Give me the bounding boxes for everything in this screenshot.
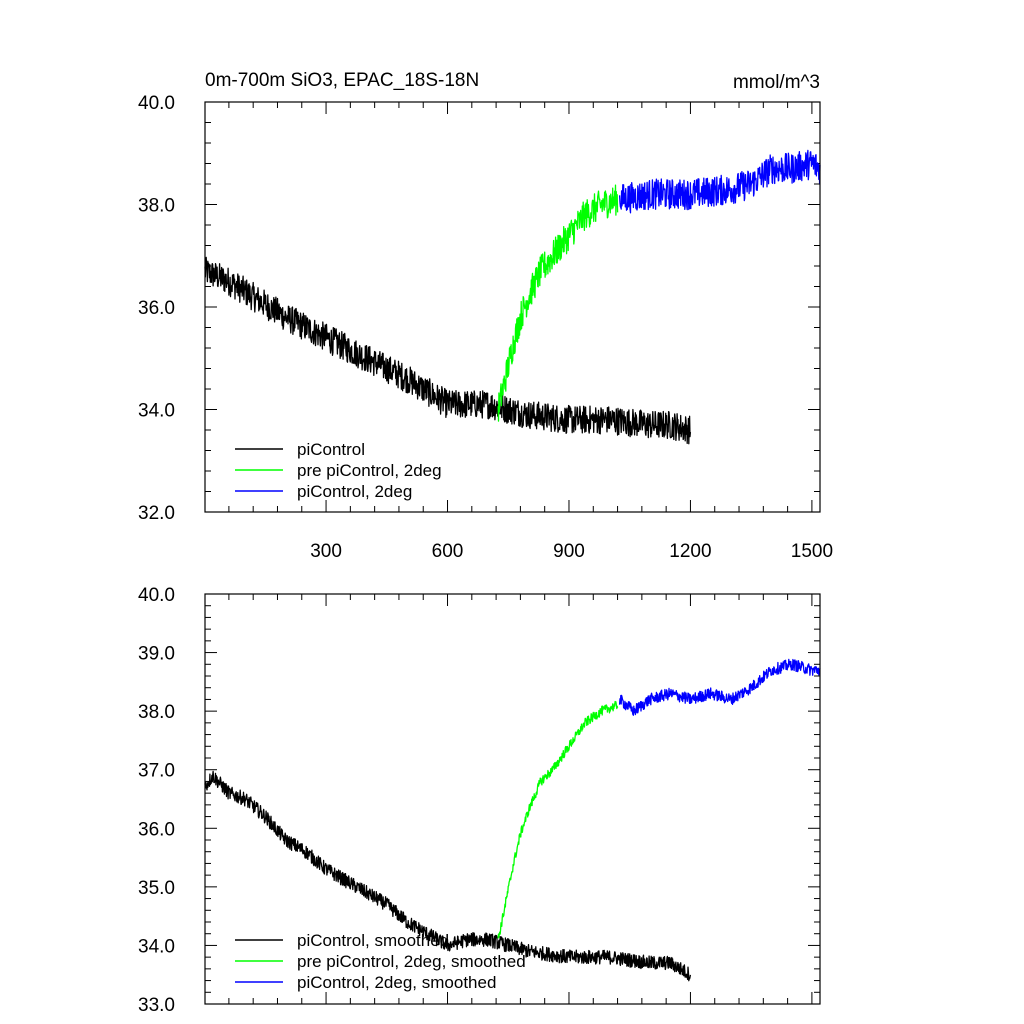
top-plot-frame (204, 101, 821, 513)
y-tick-label: 34.0 (138, 936, 175, 957)
y-tick-label: 32.0 (138, 503, 175, 524)
x-tick-label: 900 (553, 541, 585, 562)
series-line (497, 184, 619, 422)
bottom-series (204, 658, 821, 982)
top-legend: piControl pre piControl, 2deg piControl, 2… (235, 440, 442, 501)
x-tick-label: 300 (310, 541, 342, 562)
legend-label: pre piControl, 2deg (297, 461, 442, 480)
bottom-plot-frame (204, 593, 821, 1005)
top-ticks: 300 600 900 1200 1500 32.0 34.0 36.0 38.0 40.0 (138, 93, 833, 562)
series-line (497, 700, 619, 939)
series-line (204, 770, 692, 982)
y-tick-label: 40.0 (138, 93, 175, 114)
x-tick-label: 1200 (669, 541, 711, 562)
legend-label: piControl, 2deg (297, 482, 412, 501)
chart-title: 0m-700m SiO3, EPAC_18S-18N (205, 70, 479, 91)
y-tick-label: 36.0 (138, 298, 175, 319)
y-tick-label: 38.0 (138, 702, 175, 723)
y-tick-label: 40.0 (138, 585, 175, 606)
bottom-ticks: 33.0 34.0 35.0 36.0 37.0 38.0 39.0 40.0 (138, 585, 820, 1016)
legend-label: piControl, 2deg, smoothed (297, 973, 496, 992)
series-line (204, 256, 692, 445)
top-panel: 0m-700m SiO3, EPAC_18S-18N mmol/m^3 300 6… (138, 70, 833, 562)
legend-label: piControl, smoothed (297, 931, 449, 950)
x-tick-label: 1500 (791, 541, 833, 562)
y-tick-label: 33.0 (138, 995, 175, 1016)
y-tick-label: 34.0 (138, 401, 175, 422)
y-tick-label: 38.0 (138, 196, 175, 217)
series-line (618, 149, 821, 214)
legend-label: piControl (297, 440, 365, 459)
y-tick-label: 35.0 (138, 878, 175, 899)
legend-label: pre piControl, 2deg, smoothed (297, 952, 526, 971)
y-tick-label: 36.0 (138, 819, 175, 840)
top-series (204, 149, 821, 445)
y-tick-label: 37.0 (138, 761, 175, 782)
y-tick-label: 39.0 (138, 644, 175, 665)
bottom-panel: 33.0 34.0 35.0 36.0 37.0 38.0 39.0 40.0 piContr… (138, 585, 821, 1016)
series-line (618, 658, 821, 716)
bottom-legend: piControl, smoothed pre piControl, 2deg, … (235, 931, 526, 992)
x-tick-label: 600 (432, 541, 464, 562)
chart-units: mmol/m^3 (733, 72, 820, 93)
